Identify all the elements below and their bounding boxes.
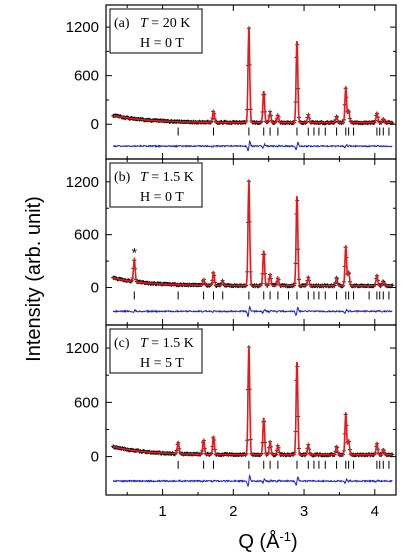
y-tick-label: 0 (91, 280, 99, 297)
panel-letter: (b) (114, 170, 131, 185)
panel-letter: (c) (114, 336, 130, 351)
y-tick-label: 1200 (66, 340, 99, 357)
calculated-series (112, 346, 393, 456)
temperature-label: T = 20 K (140, 16, 190, 31)
y-tick-label: 1200 (66, 174, 99, 191)
panel-label-box (109, 328, 203, 374)
panel-2: 0 600 1200 * (b) T = 1.5 K H = 0 T (66, 158, 397, 326)
x-axis-title: Q (Å-1) (238, 529, 297, 553)
y-tick-label: 600 (74, 68, 99, 85)
field-label: H = 0 T (140, 36, 184, 51)
y-tick-label: 0 (91, 449, 99, 466)
chart-panels: 0 600 1200 (a) T = 20 K H = 0 T 0 600 1200 * (b) T … (66, 4, 397, 496)
panel-letter: (a) (114, 16, 130, 31)
calculated-series (112, 180, 393, 287)
panel-label-box (109, 8, 203, 54)
difference-series (112, 305, 393, 318)
x-tick-label: 2 (229, 503, 237, 520)
panel-frame (105, 324, 397, 496)
difference-series (112, 474, 393, 488)
x-tick-label: 1 (158, 503, 166, 520)
x-tick-label: 3 (300, 503, 308, 520)
x-axis: 1 2 3 4 (158, 503, 379, 520)
field-label: H = 0 T (140, 190, 184, 205)
panel-label-box (109, 162, 203, 208)
temperature-label: T = 1.5 K (140, 170, 194, 185)
y-axis-title: Intensity (arb. unit) (23, 196, 45, 362)
y-tick-label: 600 (74, 227, 99, 244)
panel-3: 0 600 1200 (c) T = 1.5 K H = 5 T (66, 324, 397, 496)
x-tick-label: 4 (371, 503, 379, 520)
calculated-series (112, 27, 393, 124)
temperature-label: T = 1.5 K (140, 336, 194, 351)
panel-1: 0 600 1200 (a) T = 20 K H = 0 T (66, 4, 397, 160)
field-label: H = 5 T (140, 356, 184, 371)
y-tick-label: 1200 (66, 19, 99, 36)
y-tick-label: 0 (91, 116, 99, 133)
difference-series (112, 139, 393, 152)
y-tick-label: 600 (74, 394, 99, 411)
magnetic-peak-asterisk: * (132, 245, 138, 261)
